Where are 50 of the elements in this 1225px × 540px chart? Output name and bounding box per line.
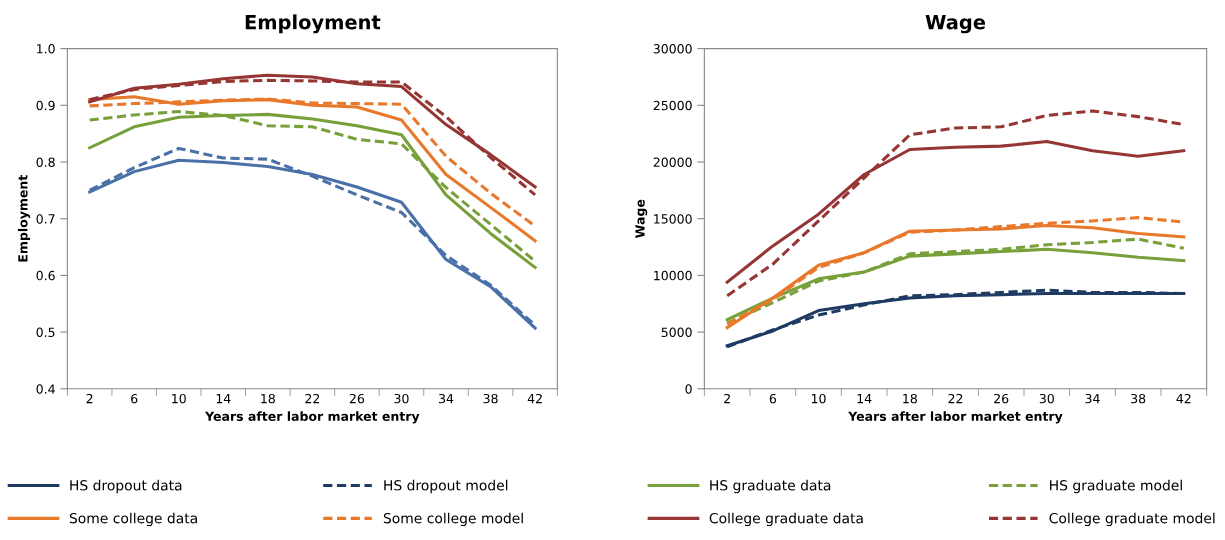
- y-tick-label: 0.7: [36, 214, 55, 224]
- y-tick-label: 15000: [654, 214, 692, 224]
- y-tick-label: 30000: [653, 44, 692, 54]
- x-axis-title: Years after labor market entry: [205, 411, 420, 424]
- x-tick-label: 22: [305, 393, 320, 404]
- y-tick-label: 10000: [654, 270, 692, 281]
- legend-label: HS dropout data: [70, 479, 182, 494]
- x-tick-label: 42: [527, 393, 542, 404]
- y-tick-label: 25000: [653, 100, 692, 111]
- x-tick-label: 34: [1085, 393, 1100, 404]
- x-tick-label: 2: [86, 393, 93, 404]
- x-tick-label: 26: [349, 393, 365, 404]
- legend-label: Some college data: [69, 512, 197, 527]
- legend-label: HS dropout model: [384, 479, 508, 494]
- x-tick-label: 18: [903, 393, 917, 404]
- x-tick-label: 38: [483, 393, 498, 404]
- x-tick-label: 34: [439, 393, 454, 404]
- y-tick-label: 1.0: [37, 44, 55, 54]
- legend-label: HS graduate data: [710, 479, 831, 494]
- x-tick-label: 30: [1039, 393, 1054, 404]
- y-tick-label: 20000: [653, 157, 692, 167]
- y-tick-label: 0.5: [36, 327, 55, 338]
- x-tick-label: 30: [394, 393, 409, 404]
- x-tick-label: 22: [948, 393, 963, 404]
- y-tick-label: 0.9: [36, 100, 55, 111]
- y-axis-title: Wage: [635, 199, 648, 238]
- legend-label: HS graduate model: [1050, 479, 1182, 494]
- legend-label: Some college model: [383, 512, 523, 527]
- x-tick-label: 10: [172, 393, 186, 404]
- y-tick-label: 0.8: [36, 157, 55, 167]
- x-tick-label: 26: [994, 393, 1009, 404]
- chart-title: Wage: [925, 14, 986, 34]
- x-tick-label: 14: [216, 394, 231, 404]
- x-axis-title: Years after labor market entry: [848, 411, 1063, 424]
- y-tick-label: 5000: [661, 327, 692, 338]
- legend-label: College graduate data: [709, 512, 863, 527]
- y-tick-label: 0: [685, 384, 692, 394]
- x-tick-label: 10: [811, 393, 826, 404]
- y-tick-label: 0.4: [36, 384, 55, 394]
- x-tick-label: 18: [261, 393, 275, 404]
- x-tick-label: 6: [769, 393, 777, 404]
- y-axis-title: Employment: [17, 175, 31, 262]
- legend-label: College graduate model: [1049, 512, 1215, 527]
- x-tick-label: 2: [724, 393, 730, 404]
- x-tick-label: 14: [857, 394, 872, 404]
- y-tick-label: 0.6: [36, 270, 55, 281]
- chart-title: Employment: [245, 14, 381, 34]
- x-tick-label: 6: [131, 393, 138, 404]
- x-tick-label: 42: [1176, 393, 1191, 404]
- x-tick-label: 38: [1131, 393, 1146, 404]
